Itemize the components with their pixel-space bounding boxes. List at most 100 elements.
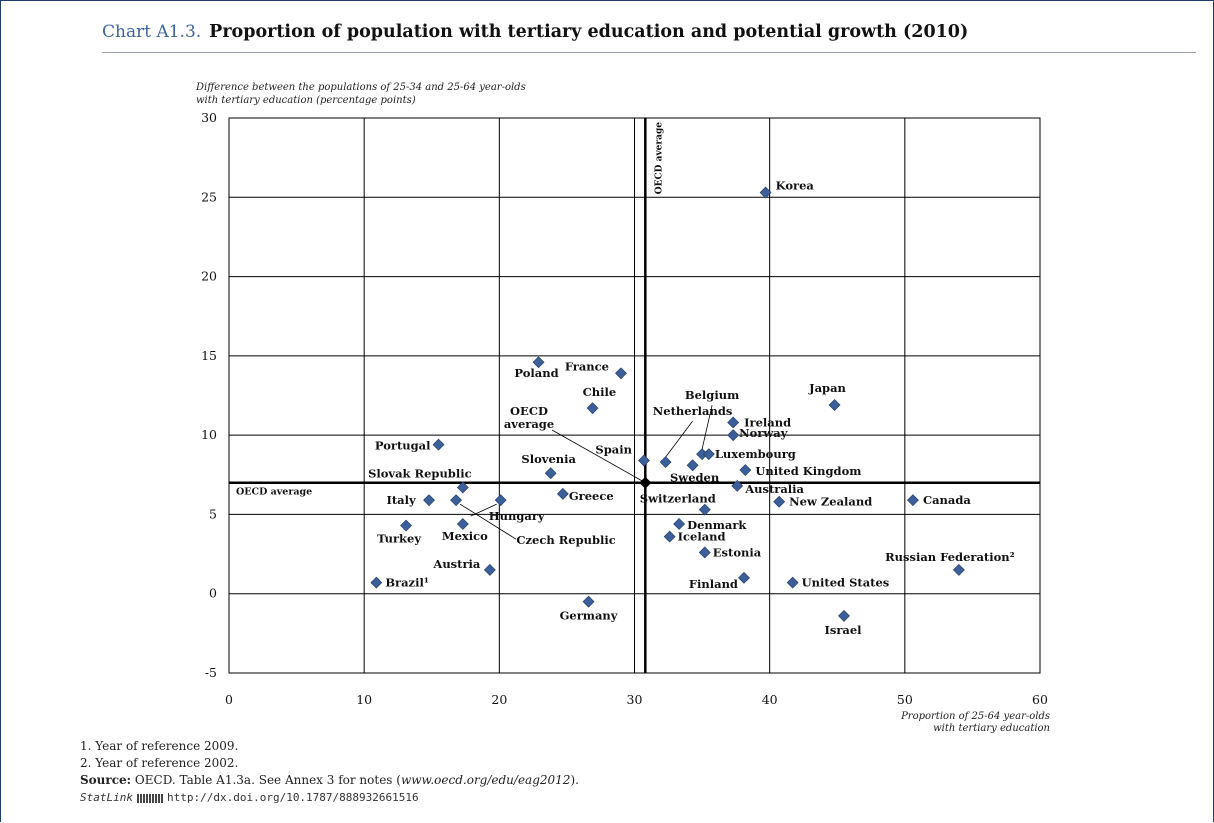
y-tick-label: -5 xyxy=(205,665,217,680)
oecd-average-horizontal-label: OECD average xyxy=(236,487,312,498)
data-point-marker xyxy=(738,571,750,584)
data-point-label: Norway xyxy=(739,426,788,440)
source-text: OECD. Table A1.3a. See Annex 3 for notes… xyxy=(134,773,401,787)
data-point-label: Italy xyxy=(386,493,416,507)
data-point-label: Canada xyxy=(923,493,971,507)
data-point-label: Australia xyxy=(744,482,804,496)
data-point-marker xyxy=(686,459,699,472)
data-point-label: Austria xyxy=(432,557,480,571)
data-point-marker xyxy=(739,464,752,476)
data-point-marker xyxy=(370,576,383,589)
y-tick-label: 20 xyxy=(201,269,217,284)
statlink-url-link[interactable]: http://dx.doi.org/10.1787/888932661516 xyxy=(166,791,419,804)
data-point-label: Hungary xyxy=(489,509,545,523)
data-point-marker xyxy=(773,495,786,508)
data-point-marker xyxy=(673,518,686,530)
data-point-label: Ireland xyxy=(744,415,791,429)
data-point-marker xyxy=(615,367,627,380)
data-point-marker xyxy=(494,494,507,507)
data-point-marker xyxy=(456,518,469,530)
data-point-label: Brazil¹ xyxy=(385,576,429,590)
data-point-label: Poland xyxy=(514,366,558,380)
data-point-label: Denmark xyxy=(687,518,747,532)
y-tick-label: 0 xyxy=(209,586,217,601)
x-tick-label: 0 xyxy=(225,692,233,707)
y-tick-label: 25 xyxy=(201,189,217,204)
data-point-marker xyxy=(586,402,599,415)
source-label: Source: xyxy=(80,773,132,787)
chart-number: Chart A1.3. xyxy=(102,22,202,42)
statlink-label: StatLink xyxy=(80,791,133,804)
data-point-marker xyxy=(582,595,595,608)
x-tick-label: 50 xyxy=(897,692,913,707)
x-tick-label: 10 xyxy=(356,692,372,707)
data-point-marker xyxy=(786,576,799,589)
oecd-average-leader-line xyxy=(551,429,646,484)
data-point-label: France xyxy=(565,359,609,373)
data-point-label: Israel xyxy=(824,623,862,637)
y-tick-label: 30 xyxy=(201,110,217,125)
data-point-label: Korea xyxy=(776,179,815,193)
data-point-marker xyxy=(659,456,672,469)
source-text-end: ). xyxy=(570,773,579,787)
footnote-1: 1. Year of reference 2009. xyxy=(80,739,239,753)
data-point-marker xyxy=(423,494,435,507)
data-point-label: Belgium xyxy=(685,388,739,402)
data-point-label: Sweden xyxy=(670,470,720,484)
x-tick-label: 60 xyxy=(1032,692,1048,707)
data-point-marker xyxy=(952,564,965,576)
y-axis-label: Difference between the populations of 25… xyxy=(196,82,526,106)
footnote-2: 2. Year of reference 2002. xyxy=(80,756,239,770)
data-point-marker xyxy=(698,546,711,559)
data-point-label: Russian Federation² xyxy=(885,550,1015,564)
data-point-marker xyxy=(702,448,715,461)
data-point-label: Luxembourg xyxy=(715,447,796,461)
data-point-label: Mexico xyxy=(442,529,488,543)
data-point-label: Iceland xyxy=(678,530,726,544)
data-point-label: Switzerland xyxy=(640,492,716,506)
data-point-marker xyxy=(663,530,676,543)
statlink-line: StatLink http://dx.doi.org/10.1787/888932… xyxy=(80,789,579,806)
chart-header: Chart A1.3. Proportion of population with… xyxy=(102,22,1196,53)
y-tick-label: 5 xyxy=(209,506,217,521)
data-point-marker xyxy=(698,503,711,516)
data-point-marker xyxy=(727,429,740,442)
statlink-icon xyxy=(136,793,163,803)
label-leader-line xyxy=(470,503,497,517)
data-point-marker xyxy=(907,494,919,507)
y-tick-label: 10 xyxy=(201,427,217,442)
data-point-marker xyxy=(532,356,545,369)
data-point-label: Slovenia xyxy=(521,452,576,466)
x-tick-label: 40 xyxy=(762,692,778,707)
data-point-label: Portugal xyxy=(375,439,431,453)
data-point-label: Finland xyxy=(689,577,738,591)
x-tick-label: 30 xyxy=(627,692,643,707)
data-point-label: Spain xyxy=(595,443,632,457)
oecd-average-point-label: average xyxy=(504,417,554,431)
source-line: Source: OECD. Table A1.3a. See Annex 3 f… xyxy=(80,772,579,789)
data-point-marker xyxy=(456,481,469,494)
chart-title: Proportion of population with tertiary e… xyxy=(209,22,969,42)
oecd-average-point-label: OECD xyxy=(510,404,548,418)
source-url-link[interactable]: www.oecd.org/edu/eag2012 xyxy=(400,773,571,787)
data-point-marker xyxy=(544,467,557,480)
data-point-marker xyxy=(432,438,445,451)
x-tick-label: 20 xyxy=(491,692,507,707)
footnotes: 1. Year of reference 2009. 2. Year of re… xyxy=(80,738,579,806)
data-point-label: Japan xyxy=(808,381,846,395)
data-point-marker xyxy=(828,399,841,411)
data-point-marker xyxy=(483,564,496,576)
data-point-marker xyxy=(759,186,772,199)
oecd-average-vertical-label: OECD average xyxy=(654,122,664,194)
x-axis-label: Proportion of 25-64 year-olds with terti… xyxy=(901,711,1050,734)
data-point-marker xyxy=(400,519,412,532)
data-point-label: New Zealand xyxy=(789,495,872,509)
data-point-marker xyxy=(731,479,744,492)
data-point-label: Turkey xyxy=(377,532,421,546)
oecd-average-marker xyxy=(639,476,652,489)
data-point-marker xyxy=(638,454,650,467)
data-point-marker xyxy=(450,494,463,507)
data-point-label: United Kingdom xyxy=(755,464,861,478)
y-tick-label: 15 xyxy=(201,348,217,363)
